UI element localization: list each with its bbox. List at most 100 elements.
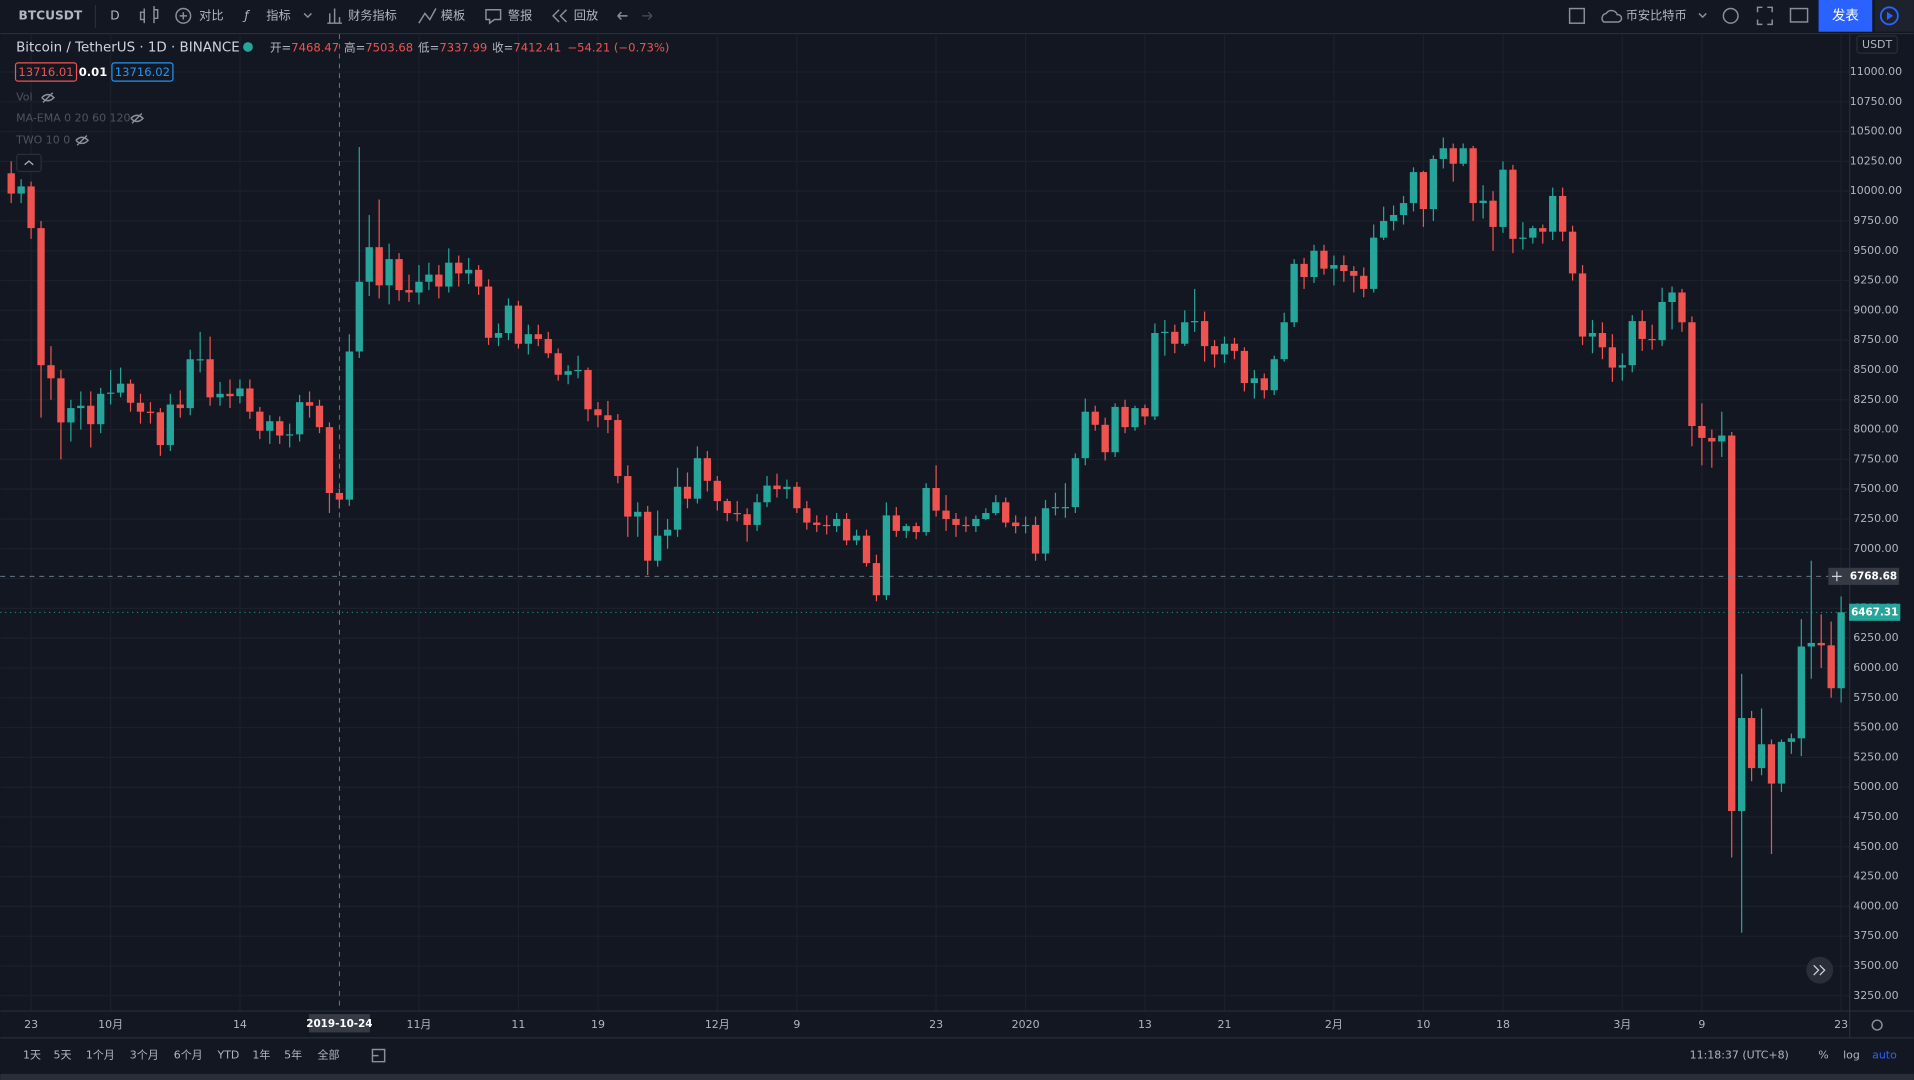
scale-button[interactable]: % <box>1818 1049 1828 1062</box>
range-button[interactable]: 1天 <box>23 1049 41 1062</box>
range-button[interactable]: 1年 <box>252 1048 270 1062</box>
alert-button[interactable]: 警报 <box>508 7 532 22</box>
candle-body <box>1051 507 1060 509</box>
candle-body <box>574 369 582 372</box>
indicators-button[interactable]: 指标 <box>266 7 290 22</box>
last-price-box <box>1849 603 1901 621</box>
candle-body <box>644 511 652 561</box>
financials-button[interactable]: 财务指标 <box>348 7 397 22</box>
indicator-icon: ƒ <box>242 8 250 22</box>
sell-box[interactable] <box>14 62 78 82</box>
scale-button[interactable]: log <box>1843 1049 1860 1062</box>
settings-button[interactable] <box>1722 7 1739 24</box>
indicator-label[interactable]: Vol <box>16 91 32 104</box>
scale-button[interactable]: auto <box>1872 1049 1897 1062</box>
goto-date-button[interactable] <box>371 1048 386 1063</box>
y-tick-label: 10250.00 <box>1850 154 1902 167</box>
interval-button[interactable]: D <box>110 8 119 22</box>
indicator-label[interactable]: TWO 10 0 <box>15 133 70 146</box>
candle-body <box>1210 346 1219 355</box>
candle-body <box>365 247 373 282</box>
candle-body <box>862 535 871 564</box>
candle-body <box>345 351 353 500</box>
range-button[interactable]: 全部 <box>318 1048 340 1062</box>
candle-body <box>1817 642 1825 646</box>
range-button[interactable]: 1个月 <box>86 1049 115 1062</box>
candle-body <box>206 359 214 398</box>
range-button[interactable]: 5天 <box>54 1049 72 1062</box>
candle-body <box>1479 200 1487 204</box>
candle-body <box>156 412 165 446</box>
hidden-icon[interactable] <box>130 112 145 124</box>
candle-body <box>514 305 523 344</box>
range-button[interactable]: 3个月 <box>130 1049 159 1062</box>
candle-body <box>1519 237 1527 239</box>
hidden-icon[interactable] <box>41 92 55 104</box>
candle-body <box>385 259 393 286</box>
x-tick-label: 2月 <box>1325 1018 1343 1031</box>
templates-button[interactable]: 模板 <box>441 8 465 22</box>
candle-body <box>1370 237 1378 289</box>
screenshot-button[interactable] <box>1789 7 1809 23</box>
candle-body <box>624 476 632 517</box>
candle-body <box>285 434 294 436</box>
y-tick-label: 10000.00 <box>1850 184 1902 197</box>
candle-body <box>295 402 304 435</box>
candle-body <box>455 262 463 274</box>
candle-body <box>1320 250 1328 269</box>
collapse-button[interactable] <box>16 153 42 173</box>
scroll-to-realtime[interactable] <box>1806 956 1834 984</box>
y-tick-label: 9250.00 <box>1853 274 1898 287</box>
candle-body <box>1379 220 1388 238</box>
candle-body <box>912 526 920 533</box>
candle-body <box>832 518 841 527</box>
fullscreen-button[interactable] <box>1756 6 1773 26</box>
bottom-bar: 1天 5天 1个月 3个月 6个月 YTD 1年 5年 全部% log auto <box>23 1048 1897 1062</box>
indicator-label[interactable]: MA-EMA 0 20 60 120 <box>16 111 130 124</box>
candle-body <box>1121 406 1129 428</box>
y-tick-label: 3500.00 <box>1853 959 1898 972</box>
buy-box[interactable] <box>111 62 174 82</box>
candle-body <box>1737 718 1746 812</box>
candle-body <box>186 359 194 409</box>
layout-button[interactable] <box>1568 7 1585 24</box>
candle-body <box>1081 411 1089 459</box>
candle-body <box>1171 331 1179 344</box>
candle-body <box>524 334 533 344</box>
range-button[interactable]: 6个月 <box>174 1049 203 1062</box>
replay-button[interactable]: 回放 <box>574 7 598 22</box>
candle-body <box>584 369 592 410</box>
symbol-button[interactable]: BTCUSDT <box>19 8 83 22</box>
candle-body <box>1807 642 1815 647</box>
candle-body <box>1718 435 1726 442</box>
candle-body <box>1419 172 1428 210</box>
currency-box[interactable] <box>1856 35 1898 54</box>
crosshair-price-box <box>1828 567 1900 585</box>
hidden-icon[interactable] <box>75 134 90 146</box>
crosshair-date: 2019-10-24 <box>306 1018 372 1030</box>
redo-button[interactable] <box>642 11 653 20</box>
candle-body <box>325 427 334 493</box>
candle-body <box>1638 321 1646 339</box>
save-layout-button[interactable]: 币安比特币 <box>1626 7 1687 22</box>
chart-type-button[interactable] <box>139 6 159 24</box>
range-button[interactable]: 5年 <box>284 1048 302 1062</box>
candle-body <box>375 247 383 286</box>
candle-body <box>256 411 264 431</box>
x-tick-label: 9 <box>793 1018 800 1031</box>
axis-settings[interactable] <box>1871 1019 1883 1031</box>
candle-body <box>1340 265 1348 272</box>
candle-body <box>355 281 363 352</box>
candle-body <box>1071 458 1079 508</box>
candle-body <box>1409 172 1418 204</box>
add-alert-icon[interactable] <box>1831 571 1842 582</box>
range-button[interactable]: YTD <box>217 1049 240 1062</box>
candle-body <box>136 402 145 412</box>
undo-button[interactable] <box>617 11 628 21</box>
publish-button[interactable] <box>1818 0 1873 32</box>
compare-button[interactable]: 对比 <box>199 8 223 22</box>
candle-body <box>266 421 274 431</box>
candle-body <box>1240 350 1249 384</box>
candle-body <box>1310 250 1318 277</box>
alert-icon <box>485 9 502 25</box>
